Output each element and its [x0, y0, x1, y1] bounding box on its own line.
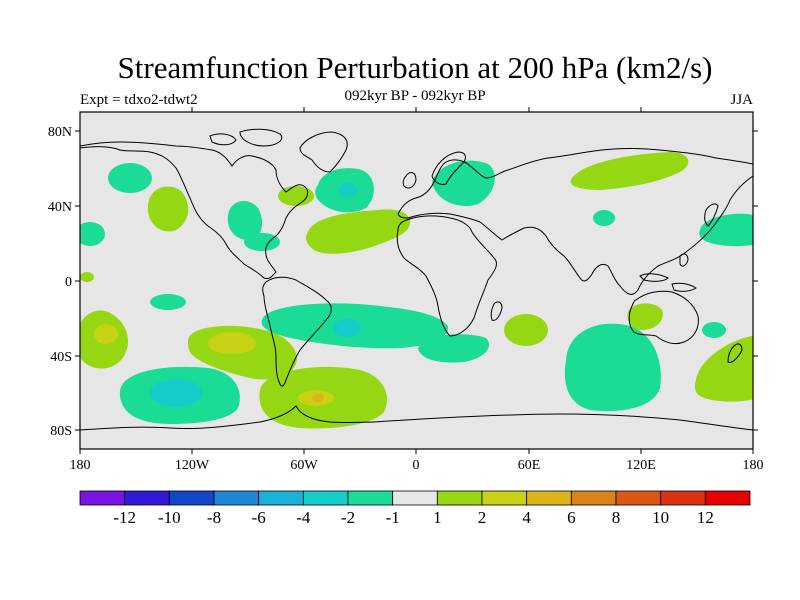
coast-north-america	[80, 141, 309, 279]
contour-negative-north-atlantic-core	[339, 183, 357, 197]
contour-negative-north-pacific	[108, 163, 152, 193]
coast-british-isles	[402, 172, 417, 189]
lon-label-60w: 60W	[290, 458, 318, 473]
lon-label-180e: 180	[743, 458, 764, 473]
contour-positive-southwest-pacific-core	[94, 324, 118, 344]
lon-label-120e: 120E	[626, 458, 656, 473]
colorbar-label: -8	[207, 508, 221, 527]
colorbar-label: -2	[341, 508, 355, 527]
contour-negative-indian-ocean	[564, 323, 661, 412]
colorbar-label: 4	[522, 508, 531, 527]
colorbar-box	[258, 490, 304, 506]
colorbar: -12 -10 -8 -6 -4 -2 -1 1 2 4 6 8 10 12	[79, 490, 751, 527]
lat-label-0: 0	[65, 275, 72, 290]
lat-label-40s: 40S	[50, 350, 72, 365]
colorbar-box	[615, 490, 662, 506]
experiment-label: Expt = tdxo2-tdwt2	[80, 92, 198, 108]
contour-negative-west-pacific	[699, 213, 753, 247]
lat-label-40n: 40N	[48, 200, 72, 215]
lon-label-60e: 60E	[518, 458, 541, 473]
contour-positive-south-pacific-east	[694, 336, 753, 402]
contour-negative-southern-ocean-core	[150, 379, 202, 407]
contour-negative-europe	[432, 160, 495, 206]
coast-africa	[396, 215, 497, 337]
coast-eurasia	[397, 148, 753, 295]
colorbar-label: -6	[252, 508, 266, 527]
colorbar-box	[526, 490, 572, 506]
coast-madagascar	[490, 301, 503, 321]
plot-title: Streamfunction Perturbation at 200 hPa (…	[117, 50, 713, 85]
colorbar-box	[168, 490, 215, 506]
colorbar-label: 10	[652, 508, 669, 527]
coast-philippines	[679, 253, 689, 267]
season-label: JJA	[730, 92, 753, 108]
lat-label-80n: 80N	[48, 125, 72, 140]
colorbar-box	[392, 490, 438, 506]
contour-positive-north-america-west	[147, 186, 189, 232]
colorbar-label: 8	[612, 508, 621, 527]
colorbar-box	[124, 490, 170, 506]
contour-positive-southeast-pacific-core	[208, 332, 256, 354]
colorbar-box	[660, 490, 706, 506]
colorbar-label: -4	[296, 508, 311, 527]
lon-label-120w: 120W	[175, 458, 210, 473]
contour-negative-north-america-central	[227, 200, 263, 240]
contour-negative-central-asia	[593, 210, 615, 226]
colorbar-box	[302, 490, 349, 506]
colorbar-box	[213, 490, 260, 506]
coast-arctic-islands	[239, 128, 283, 147]
coastlines	[80, 128, 753, 431]
coast-new-zealand	[727, 343, 743, 363]
coast-scandinavia	[431, 151, 466, 185]
coast-australia	[628, 290, 699, 345]
contour-negative-tasman	[702, 322, 726, 338]
colorbar-box	[481, 490, 528, 506]
lon-axis: 180 120W 60W 0 60E 120E 180	[70, 107, 764, 473]
contour-positive-indian-ocean-west	[504, 314, 548, 346]
contour-positive-equatorial	[80, 272, 94, 282]
contour-positive-australia	[627, 303, 663, 330]
coast-japan	[704, 203, 719, 227]
colorbar-label: 1	[433, 508, 442, 527]
colorbar-label: 6	[567, 508, 576, 527]
contour-negative-south-atlantic-east	[418, 334, 490, 363]
period-label: 092kyr BP - 092kyr BP	[344, 88, 486, 104]
contour-positive-drake-passage-peak	[312, 394, 324, 402]
coast-south-america	[262, 276, 332, 387]
contour-positive-subtropical-atlantic	[306, 209, 411, 254]
contour-fields	[80, 152, 753, 429]
colorbar-label: 12	[697, 508, 714, 527]
colorbar-box	[79, 490, 126, 506]
contour-positive-siberia	[570, 152, 689, 190]
colorbar-box	[704, 490, 751, 506]
colorbar-label: 2	[478, 508, 487, 527]
colorbar-box	[570, 490, 617, 506]
colorbar-box	[436, 490, 483, 506]
contour-negative-dateline	[80, 222, 105, 246]
coast-new-guinea	[671, 282, 697, 292]
contour-negative-gulf	[244, 233, 280, 251]
coast-indonesia	[639, 273, 669, 282]
lon-label-0: 0	[413, 458, 420, 473]
colorbar-box	[347, 490, 394, 506]
coast-greenland	[299, 131, 348, 173]
colorbar-label: -10	[158, 508, 181, 527]
lon-label-180w: 180	[70, 458, 91, 473]
lat-label-80s: 80S	[50, 424, 72, 439]
coast-antarctica	[80, 405, 753, 431]
colorbar-label: -1	[386, 508, 400, 527]
contour-negative-south-pacific-small	[150, 294, 186, 310]
lat-axis: 80N 40N 0 40S 80S	[48, 125, 758, 439]
contour-negative-south-atlantic-core	[333, 319, 361, 337]
colorbar-label: -12	[113, 508, 136, 527]
coast-arctic-islands-2	[209, 133, 237, 146]
